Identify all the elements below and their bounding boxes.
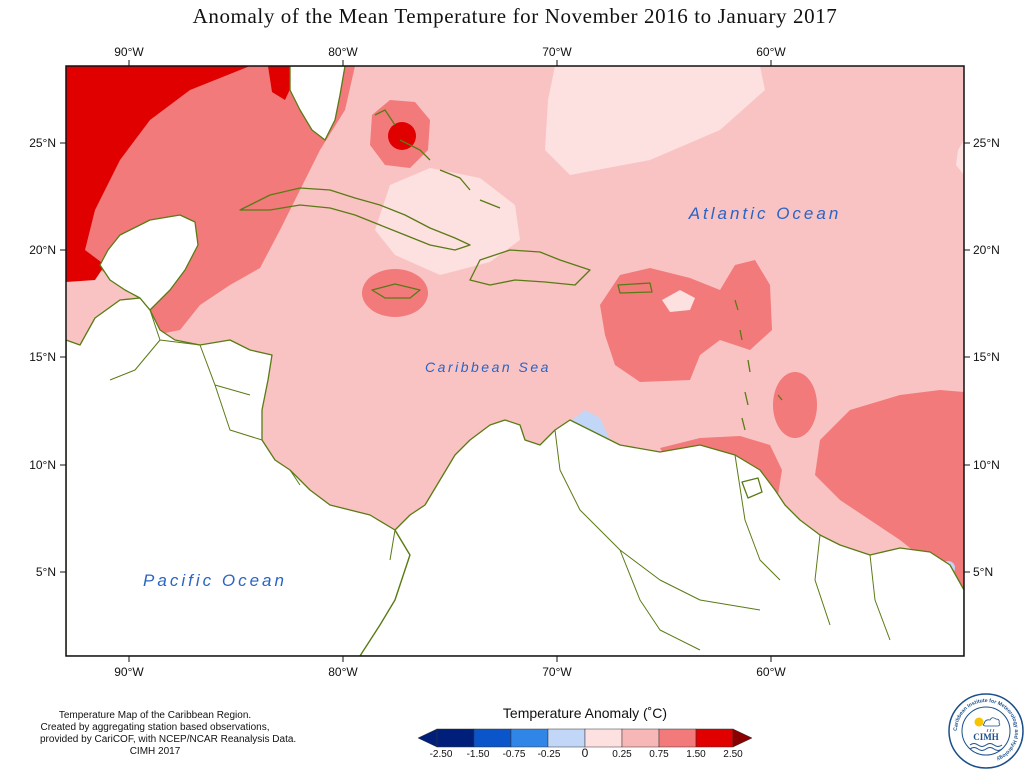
landmass-bahamas bbox=[374, 109, 501, 209]
lat-label-right-10n: 10°N bbox=[973, 458, 1000, 472]
anomaly-zone-hot-bahamas bbox=[388, 122, 416, 150]
lat-label-right-20n: 20°N bbox=[973, 243, 1000, 257]
legend-swatch-2 bbox=[473, 728, 512, 748]
lat-label-right-25n: 25°N bbox=[973, 136, 1000, 150]
anomaly-zone-warm-antilles bbox=[600, 260, 772, 382]
landmass-puerto-rico bbox=[617, 282, 653, 294]
legend-tick-label: 2.50 bbox=[723, 749, 743, 760]
legend-title: Temperature Anomaly (˚C) bbox=[502, 705, 668, 721]
sun-icon bbox=[974, 717, 984, 727]
anomaly-zone-hot-nw bbox=[66, 66, 250, 282]
anomaly-zone-warm-barbados bbox=[773, 372, 817, 438]
landmass-yucatan bbox=[99, 214, 199, 311]
anomaly-zone-hot-florida-west bbox=[268, 66, 292, 100]
lat-label-right-5n: 5°N bbox=[973, 565, 993, 579]
lat-label-right-15n: 15°N bbox=[973, 350, 1000, 364]
anomaly-zone-pale-antilles bbox=[662, 290, 695, 312]
cloud-icon bbox=[982, 717, 1001, 727]
legend-tick-label: 0 bbox=[582, 746, 589, 760]
legend-swatch-3 bbox=[510, 728, 549, 748]
legend-tick-label: 0.75 bbox=[649, 749, 669, 760]
legend-tick-label: 1.50 bbox=[686, 749, 706, 760]
lon-label-top-60w: 60°W bbox=[756, 45, 786, 59]
page-title: Anomaly of the Mean Temperature for Nove… bbox=[192, 4, 838, 28]
lat-label-left-20n: 20°N bbox=[29, 243, 56, 257]
legend-tick-label: -1.50 bbox=[467, 749, 490, 760]
caribbean-sea-label: Caribbean Sea bbox=[425, 359, 551, 375]
legend-colorbar bbox=[417, 728, 753, 748]
legend-swatch-arrow-high bbox=[732, 728, 753, 748]
lon-label-bottom-80w: 80°W bbox=[328, 665, 358, 679]
anomaly-zone-warm-jamaica bbox=[362, 269, 428, 317]
landmass-trinidad bbox=[741, 477, 763, 499]
legend-tick-label: -2.50 bbox=[430, 749, 453, 760]
pacific-ocean-label: Pacific Ocean bbox=[143, 571, 287, 590]
landmass-florida bbox=[289, 66, 346, 141]
cimh-logo: Caribbean Institute for Meteorology and … bbox=[948, 693, 1024, 769]
lon-label-top-70w: 70°W bbox=[542, 45, 572, 59]
anomaly-zone-warm-se bbox=[815, 390, 964, 600]
landmass-cuba bbox=[239, 187, 471, 251]
rain-icon bbox=[986, 728, 995, 733]
coastline-layer bbox=[66, 66, 964, 656]
logo-name: CIMH bbox=[973, 732, 999, 742]
tick-marks bbox=[60, 60, 970, 662]
legend-swatch-7 bbox=[658, 728, 697, 748]
legend-swatch-6 bbox=[621, 728, 660, 748]
legend-swatch-8 bbox=[695, 728, 734, 748]
lat-label-left-10n: 10°N bbox=[29, 458, 56, 472]
credits-line: provided by CariCOF, with NCEP/NCAR Rean… bbox=[40, 734, 297, 745]
lon-label-bottom-60w: 60°W bbox=[756, 665, 786, 679]
lat-label-left-5n: 5°N bbox=[36, 565, 56, 579]
landmass-hispaniola bbox=[469, 249, 591, 286]
legend-tick-label: 0.25 bbox=[612, 749, 632, 760]
legend-swatch-4 bbox=[547, 728, 586, 748]
anomaly-zone-pale-ne bbox=[545, 66, 765, 175]
legend-tick-label: -0.75 bbox=[503, 749, 526, 760]
legend-swatch-1 bbox=[436, 728, 475, 748]
lon-label-top-90w: 90°W bbox=[114, 45, 144, 59]
anomaly-zone-pale-right bbox=[956, 140, 964, 175]
lon-label-bottom-70w: 70°W bbox=[542, 665, 572, 679]
atlantic-ocean-label: Atlantic Ocean bbox=[688, 204, 842, 223]
lat-label-left-25n: 25°N bbox=[29, 136, 56, 150]
lon-label-bottom-90w: 90°W bbox=[114, 665, 144, 679]
legend-tick-label: -0.25 bbox=[538, 749, 561, 760]
waves-icon bbox=[969, 743, 1003, 747]
legend-swatch-5 bbox=[584, 728, 623, 748]
landmass-jamaica bbox=[371, 283, 421, 299]
map-frame bbox=[65, 65, 965, 657]
legend-swatch-arrow-low bbox=[417, 728, 438, 748]
landmass-lesser-antilles bbox=[734, 299, 783, 431]
credits-line: Temperature Map of the Caribbean Region. bbox=[58, 710, 252, 721]
lat-label-left-15n: 15°N bbox=[29, 350, 56, 364]
credits-block: Temperature Map of the Caribbean Region.… bbox=[40, 710, 297, 758]
credits-line: Created by aggregating station based obs… bbox=[40, 722, 270, 733]
country-borders bbox=[109, 309, 891, 651]
credits-line: CIMH 2017 bbox=[129, 746, 181, 757]
lon-label-top-80w: 80°W bbox=[328, 45, 358, 59]
anomaly-zone-pale-cuba bbox=[375, 168, 520, 275]
